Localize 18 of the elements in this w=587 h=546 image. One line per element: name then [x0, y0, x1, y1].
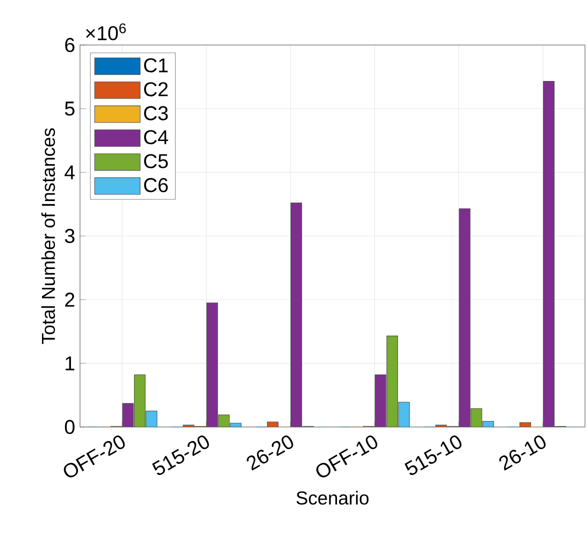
legend-label: C2	[144, 82, 168, 96]
legend-label: C1	[144, 58, 168, 72]
x-axis-title: Scenario	[296, 490, 369, 505]
y-tick-label: 6	[65, 38, 74, 52]
bar	[134, 374, 146, 427]
text: ×10$^{6}$	[86, 23, 126, 40]
legend-label: C6	[144, 178, 168, 192]
y-axis-title: Total Number of Instances	[41, 128, 56, 344]
y-tick-label: 0	[64, 420, 74, 434]
y-tick-label: 3	[64, 228, 74, 244]
y-tick-label: 5	[64, 102, 74, 116]
legend-label: C3	[144, 106, 168, 120]
y-tick-label: 4	[64, 165, 75, 180]
bar	[386, 336, 398, 427]
legend-label: C4	[144, 130, 168, 144]
y-tick-label: 2	[65, 292, 74, 307]
legend-label: C5	[144, 154, 168, 168]
y-tick-label: 1	[66, 356, 74, 370]
